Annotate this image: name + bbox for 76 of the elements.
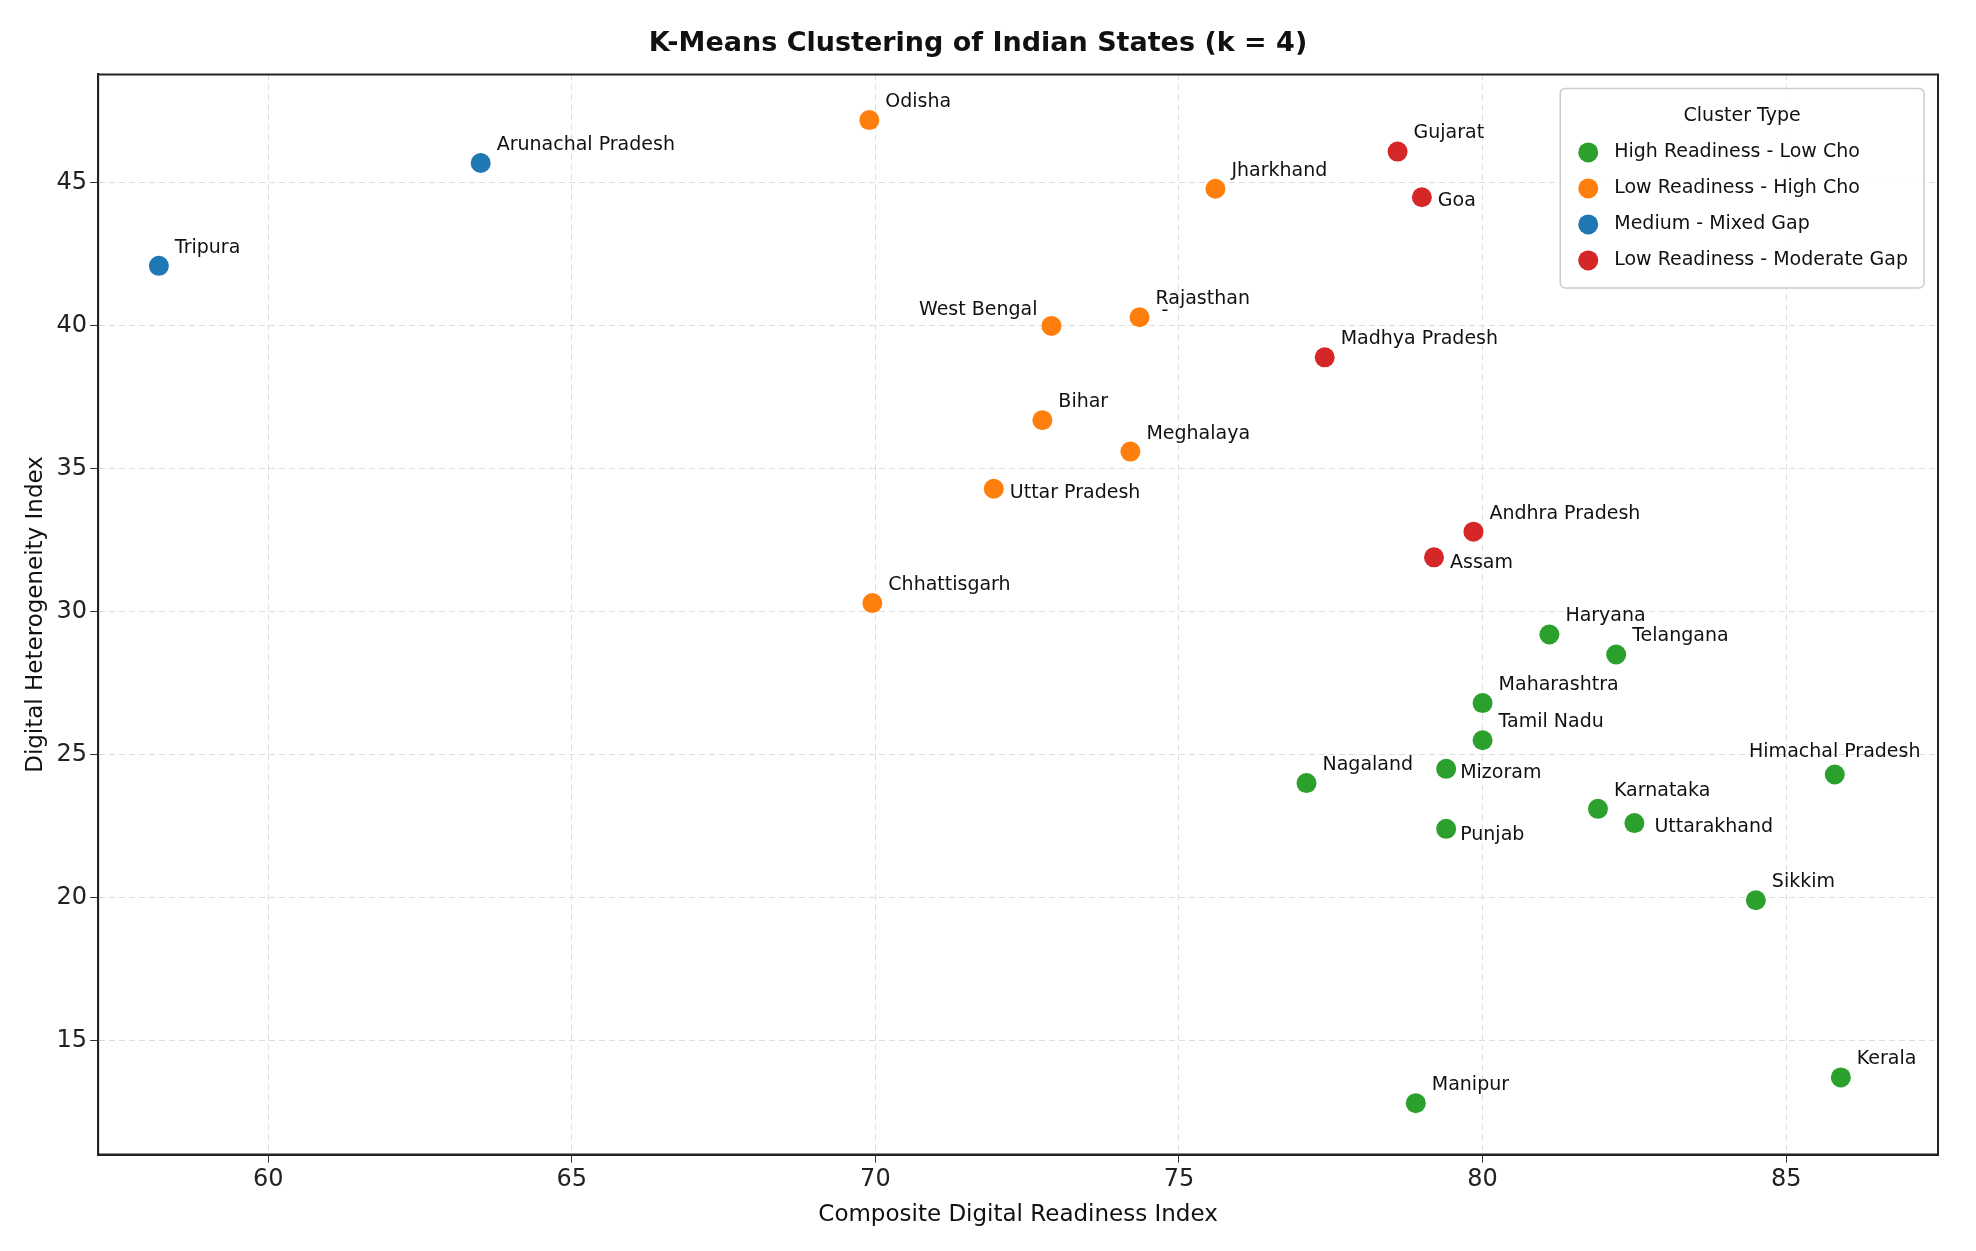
legend-label: Low Readiness - Moderate Gap — [1614, 247, 1909, 270]
point — [1436, 818, 1457, 839]
point — [1205, 178, 1226, 199]
annotation: West Bengal — [918, 296, 1038, 319]
annotation: Uttarakhand — [1654, 814, 1774, 837]
point — [983, 478, 1004, 499]
x-tick-label: 65 — [556, 1164, 588, 1193]
point — [859, 110, 880, 131]
y-tick-label: 45 — [56, 167, 88, 196]
point — [1436, 758, 1457, 779]
point — [1463, 521, 1484, 542]
annotation: Assam — [1450, 550, 1513, 573]
y-tick-label: 35 — [56, 452, 88, 481]
chart-title: K-Means Clustering of Indian States (k = 4) — [648, 26, 1308, 58]
annotation: Tripura — [173, 234, 241, 257]
x-tick-label: 75 — [1163, 1164, 1195, 1193]
point — [1411, 187, 1432, 208]
point — [1129, 307, 1150, 328]
annotation: Bihar — [1058, 389, 1109, 412]
annotation: Goa — [1437, 188, 1476, 211]
x-tick-label: 80 — [1467, 1164, 1498, 1193]
point — [862, 593, 883, 614]
annotation: Kerala — [1856, 1046, 1917, 1069]
point — [1472, 693, 1493, 714]
x-tick-label: 85 — [1770, 1164, 1802, 1193]
annotation: Maharashtra — [1498, 672, 1619, 695]
annotation: Arunachal Pradesh — [496, 131, 675, 154]
point — [1745, 890, 1766, 911]
point — [1424, 547, 1445, 568]
point — [1314, 347, 1335, 368]
point — [1624, 813, 1645, 834]
annotation: Karnataka — [1613, 777, 1711, 800]
y-tick-label: 30 — [56, 595, 88, 624]
point — [1606, 644, 1627, 665]
point — [1120, 441, 1141, 462]
legend-label: Low Readiness - High Cho — [1614, 175, 1860, 198]
point — [470, 152, 491, 173]
point — [1296, 773, 1317, 794]
point — [1830, 1067, 1851, 1088]
legend-title: Cluster Type — [1683, 103, 1801, 126]
annotation: Meghalaya — [1146, 420, 1251, 443]
annotation: Punjab — [1460, 821, 1525, 844]
annotation: Jharkhand — [1230, 157, 1328, 180]
point — [1539, 624, 1560, 645]
x-tick-label: 70 — [860, 1164, 891, 1193]
annotation: Mizoram — [1460, 759, 1542, 782]
point — [148, 255, 169, 276]
point — [1824, 764, 1845, 785]
annotation: Chhattisgarh — [888, 572, 1011, 595]
y-tick-label: 40 — [56, 310, 88, 339]
y-tick-label: 25 — [56, 738, 88, 767]
annotation: Uttar Pradesh — [1009, 479, 1141, 502]
annotation: Manipur — [1431, 1072, 1510, 1095]
annotation: Telangana — [1631, 623, 1729, 646]
legend-label: Medium - Mixed Gap — [1614, 211, 1810, 234]
y-tick-label: 20 — [56, 881, 88, 910]
x-tick-label: 60 — [252, 1164, 284, 1193]
annotation: Haryana — [1565, 603, 1646, 626]
legend-label: High Readiness - Low Cho — [1614, 139, 1860, 162]
annotation: Odisha — [885, 89, 952, 112]
annotation: Sikkim — [1771, 869, 1835, 892]
y-tick-label: 15 — [56, 1024, 88, 1053]
point — [1032, 410, 1053, 431]
annotation: Madhya Pradesh — [1340, 326, 1499, 349]
point — [1587, 798, 1608, 819]
annotation: Tamil Nadu — [1497, 709, 1604, 732]
annotation: Andhra Pradesh — [1489, 500, 1641, 523]
point — [1472, 730, 1493, 751]
annotation: Himachal Pradesh — [1749, 739, 1921, 762]
y-axis-title: Digital Heterogeneity Index — [20, 456, 47, 773]
point — [1405, 1093, 1426, 1114]
x-axis-title: Composite Digital Readiness Index — [818, 1200, 1218, 1227]
annotation: Nagaland — [1322, 752, 1414, 775]
annotation: Gujarat — [1413, 120, 1485, 143]
point — [1387, 141, 1408, 162]
point — [1041, 315, 1062, 336]
